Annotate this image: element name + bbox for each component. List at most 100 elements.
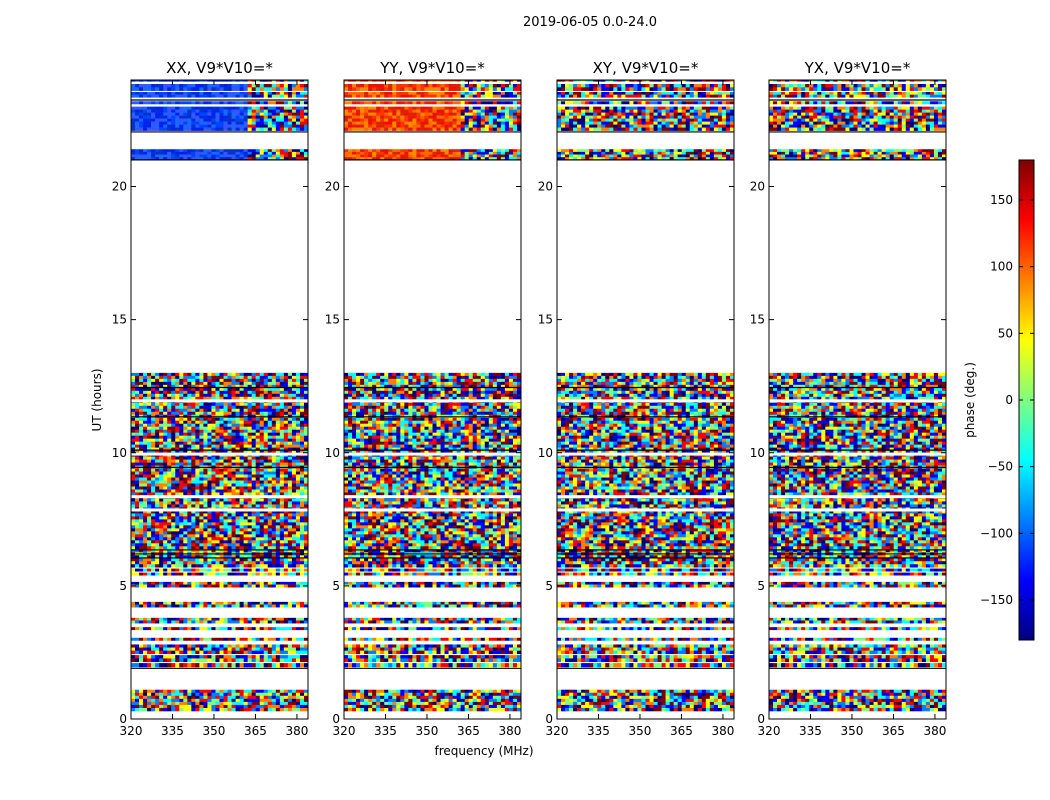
heatmap-cell <box>247 549 252 553</box>
heatmap-cell <box>255 387 261 392</box>
heatmap-cell <box>183 516 188 520</box>
heatmap-cell <box>203 447 208 451</box>
heatmap-cell <box>299 489 305 493</box>
heatmap-cell <box>155 525 160 529</box>
heatmap-cell <box>299 402 305 407</box>
heatmap-cell <box>167 471 172 475</box>
heatmap-cell <box>219 112 224 116</box>
heatmap-cell <box>215 396 220 401</box>
heatmap-cell <box>171 658 176 663</box>
heatmap-cell <box>291 510 297 514</box>
heatmap-cell <box>175 432 180 436</box>
heatmap-cell <box>303 477 308 481</box>
heatmap-cell <box>492 704 498 709</box>
heatmap-cell <box>143 151 148 155</box>
heatmap-cell <box>303 157 308 161</box>
heatmap-cell <box>143 477 148 481</box>
y-tick-label: 0 <box>119 712 127 726</box>
heatmap-cell <box>211 432 216 436</box>
heatmap-cell <box>436 695 441 700</box>
heatmap-cell <box>183 157 188 161</box>
heatmap-cell <box>227 441 232 445</box>
heatmap-cell <box>175 604 180 608</box>
heatmap-cell <box>211 498 216 502</box>
heatmap-cell <box>211 378 216 383</box>
heatmap-cell <box>279 692 285 697</box>
heatmap-cell <box>179 127 184 131</box>
heatmap-cell <box>187 149 192 153</box>
heatmap-cell <box>259 94 265 98</box>
heatmap-cell <box>299 695 305 700</box>
heatmap-cell <box>203 121 208 125</box>
heatmap-cell <box>171 655 176 659</box>
heatmap-cell <box>279 480 285 484</box>
heatmap-cell <box>151 429 156 433</box>
heatmap-cell <box>295 417 301 422</box>
heatmap-cell <box>488 701 494 706</box>
heatmap-cell <box>151 447 156 451</box>
heatmap-cell <box>155 447 160 451</box>
heatmap-cell <box>299 546 305 550</box>
heatmap-cell <box>167 118 172 122</box>
heatmap-cell <box>143 396 148 401</box>
heatmap-cell <box>303 121 308 125</box>
heatmap-cell <box>151 118 156 122</box>
heatmap-cell <box>203 387 208 392</box>
heatmap-cell <box>239 405 244 410</box>
heatmap-cell <box>472 692 478 697</box>
heatmap-cell <box>135 701 140 706</box>
heatmap-cell <box>299 492 305 496</box>
heatmap-cell <box>151 474 156 478</box>
heatmap-cell <box>275 692 281 697</box>
heatmap-cell <box>235 584 240 588</box>
heatmap-cell <box>179 555 184 559</box>
heatmap-cell <box>368 695 373 700</box>
heatmap-cell <box>199 402 204 407</box>
heatmap-cell <box>291 420 297 425</box>
heatmap-cell <box>155 663 160 668</box>
heatmap-cell <box>271 435 277 439</box>
heatmap-cell <box>175 87 180 91</box>
heatmap-cell <box>279 372 285 377</box>
heatmap-cell <box>424 701 429 706</box>
heatmap-cell <box>131 432 136 436</box>
heatmap-cell <box>251 375 256 380</box>
heatmap-cell <box>251 555 256 559</box>
heatmap-cell <box>303 637 308 641</box>
heatmap-cell <box>183 707 188 712</box>
heatmap-cell <box>500 704 506 709</box>
heatmap-cell <box>147 522 152 526</box>
heatmap-cell <box>223 441 228 445</box>
heatmap-cell <box>207 411 212 416</box>
heatmap-cell <box>299 561 305 565</box>
heatmap-cell <box>179 692 184 697</box>
heatmap-cell <box>348 701 353 706</box>
heatmap-cell <box>291 489 297 493</box>
heatmap-cell <box>215 620 220 624</box>
heatmap-cell <box>183 83 188 88</box>
heatmap-cell <box>147 513 152 517</box>
heatmap-cell <box>175 558 180 562</box>
heatmap-cell <box>211 151 216 155</box>
heatmap-cell <box>139 124 144 128</box>
heatmap-cell <box>239 617 244 621</box>
heatmap-cell <box>267 471 273 475</box>
heatmap-cell <box>175 707 180 712</box>
heatmap-cell <box>295 94 301 98</box>
heatmap-cell <box>400 692 405 697</box>
heatmap-cell <box>167 127 172 131</box>
heatmap-cell <box>275 109 281 113</box>
heatmap-cell <box>271 584 277 588</box>
heatmap-cell <box>175 396 180 401</box>
heatmap-cell <box>235 83 240 88</box>
heatmap-cell <box>151 157 156 161</box>
heatmap-cell <box>187 474 192 478</box>
heatmap-cell <box>139 151 144 155</box>
heatmap-cell <box>187 701 192 706</box>
heatmap-cell <box>223 381 228 386</box>
heatmap-cell <box>227 387 232 392</box>
heatmap-cell <box>191 408 196 413</box>
heatmap-cell <box>155 408 160 413</box>
heatmap-cell <box>275 80 281 82</box>
heatmap-cell <box>235 486 240 490</box>
